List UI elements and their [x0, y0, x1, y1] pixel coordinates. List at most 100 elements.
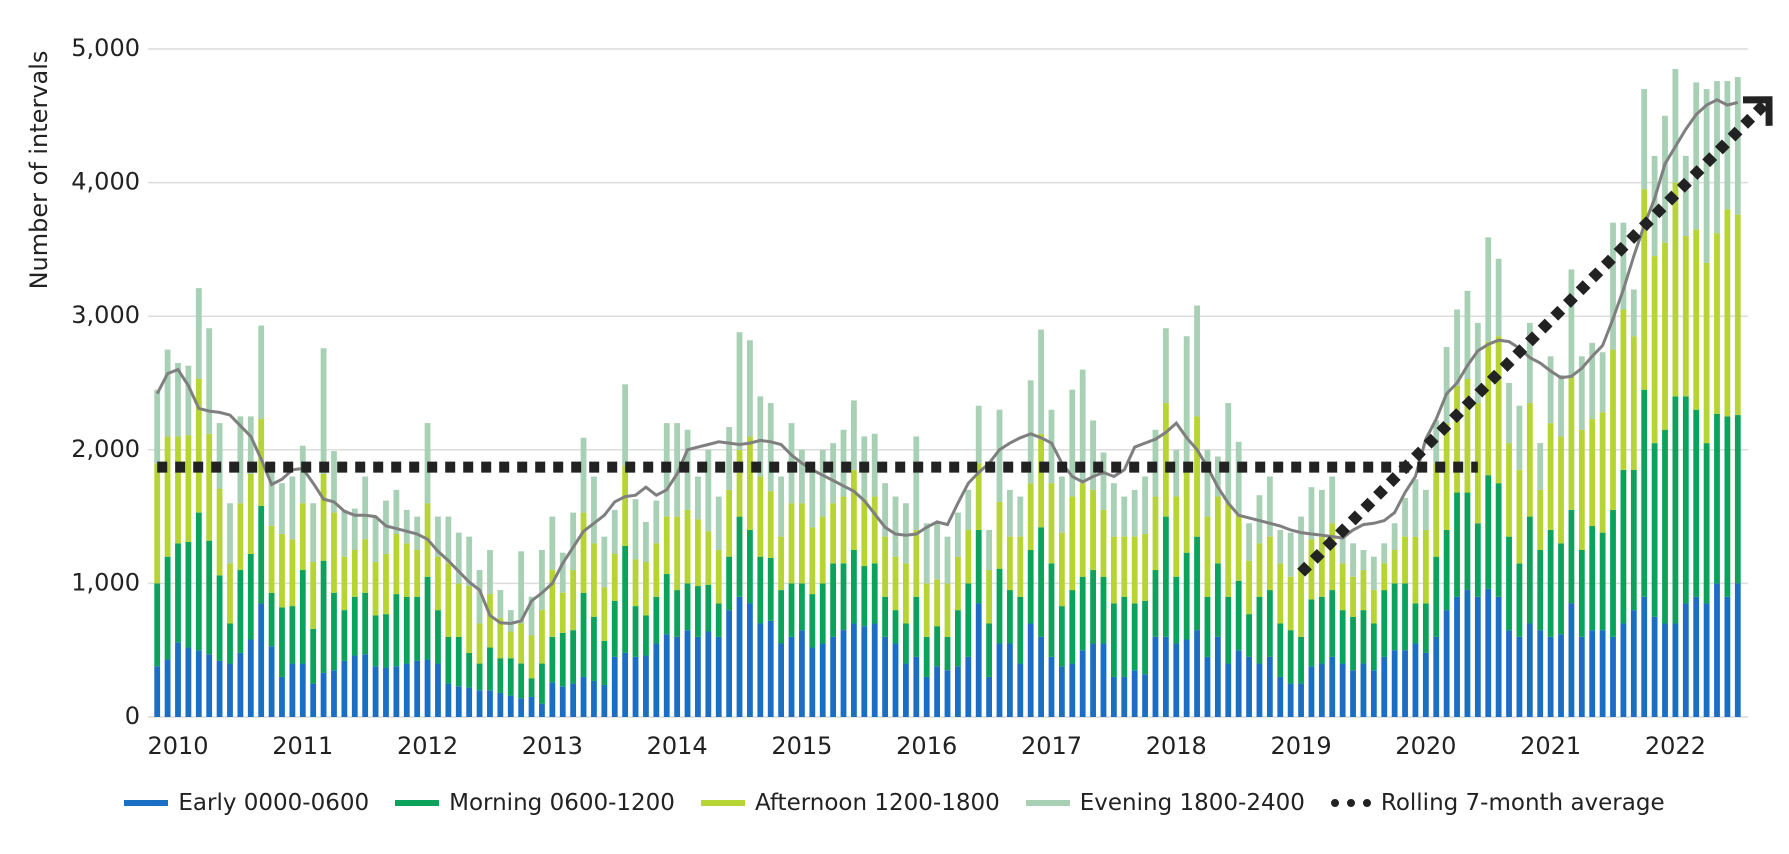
- bar-segment: [986, 529, 992, 571]
- bar-segment: [1038, 329, 1044, 434]
- bar-segment: [258, 505, 265, 604]
- bar-segment: [1391, 583, 1398, 651]
- bar-segment: [362, 476, 369, 540]
- bar-segment: [747, 603, 753, 717]
- bar-segment: [684, 509, 691, 584]
- bar-segment: [1329, 590, 1336, 657]
- bar-segment: [164, 659, 171, 717]
- bar-segment: [882, 596, 889, 637]
- bar-segment: [1620, 309, 1627, 470]
- bar-segment: [195, 512, 202, 651]
- bar-segment: [1225, 503, 1232, 597]
- bar-segment: [663, 574, 670, 635]
- bar-segment: [1048, 656, 1055, 717]
- bar-segment: [1287, 630, 1294, 684]
- bar-segment: [1391, 550, 1398, 584]
- bar-segment: [289, 476, 296, 540]
- bar-segment: [726, 427, 733, 490]
- bar-segment: [944, 583, 951, 637]
- bar-segment: [1589, 419, 1596, 526]
- bar-segment: [601, 587, 608, 641]
- bar-segment: [1350, 543, 1356, 577]
- bar-segment: [403, 663, 410, 717]
- bar-segment: [1058, 606, 1065, 667]
- x-tick-label: 2017: [1021, 732, 1082, 760]
- bar-segment: [559, 552, 566, 593]
- bar-segment: [1339, 610, 1346, 664]
- bars: [154, 69, 1741, 717]
- bar-segment: [1131, 536, 1138, 604]
- bar-segment: [695, 636, 701, 717]
- bar-segment: [1058, 666, 1065, 717]
- bar-segment: [580, 592, 587, 677]
- bar-segment: [247, 473, 254, 555]
- bar-segment: [913, 529, 920, 597]
- x-tick-label: 2013: [522, 732, 583, 760]
- bar-segment: [1558, 543, 1564, 635]
- bar-segment: [507, 610, 514, 632]
- bar-segment: [809, 463, 816, 528]
- bar-segment: [1516, 469, 1523, 564]
- bar-segment: [882, 536, 889, 597]
- bar-segment: [227, 503, 233, 564]
- bar-segment: [1173, 496, 1180, 577]
- bar-segment: [310, 503, 317, 563]
- bar-segment: [237, 652, 244, 717]
- bar-segment: [1568, 376, 1575, 510]
- trend-line: [1297, 95, 1773, 577]
- bar-segment: [185, 647, 192, 717]
- bar-segment: [757, 396, 764, 477]
- bar-segment: [1662, 242, 1668, 430]
- bar-segment: [1339, 563, 1346, 611]
- bar-segment: [736, 516, 743, 597]
- bar-segment: [1069, 663, 1076, 717]
- bar-segment: [705, 531, 712, 585]
- bar-segment: [1100, 643, 1107, 717]
- bar-segment: [892, 496, 899, 557]
- bar-segment: [830, 636, 837, 717]
- bar-segment: [1100, 509, 1107, 577]
- bar-segment: [351, 508, 358, 550]
- bar-segment: [1734, 77, 1741, 215]
- bar-segment: [497, 618, 504, 659]
- bar-segment: [892, 556, 899, 611]
- bar-segment: [1464, 492, 1471, 591]
- bar-segment: [1277, 676, 1284, 717]
- bar-segment: [1090, 420, 1096, 490]
- x-tick-label: 2021: [1520, 732, 1581, 760]
- bar-segment: [1194, 630, 1200, 717]
- bar-segment: [1038, 636, 1044, 717]
- bar-segment: [487, 594, 493, 648]
- bar-segment: [549, 636, 556, 683]
- bar-segment: [1433, 556, 1440, 637]
- bar-segment: [778, 590, 785, 644]
- bar-segment: [1547, 529, 1554, 637]
- bar-segment: [216, 488, 223, 576]
- bar-segment: [632, 559, 639, 607]
- bar-segment: [1235, 580, 1242, 651]
- bar-segment: [934, 579, 941, 627]
- bar-segment: [861, 626, 868, 717]
- bar-segment: [1131, 603, 1138, 671]
- legend-item: Evening 1800-2400: [1025, 790, 1305, 816]
- bar-segment: [799, 503, 805, 584]
- bar-segment: [1048, 409, 1055, 484]
- bar-segment: [1370, 590, 1377, 624]
- bar-segment: [975, 529, 982, 604]
- bar-segment: [351, 550, 358, 597]
- bar-segment: [1017, 536, 1024, 597]
- bar-segment: [726, 556, 733, 611]
- bar-segment: [1630, 610, 1637, 717]
- bar-segment: [1734, 583, 1741, 717]
- bar-segment: [1027, 550, 1034, 624]
- bar-segment: [1329, 656, 1336, 717]
- bar-segment: [1641, 596, 1648, 717]
- bar-segment: [435, 516, 441, 557]
- bar-segment: [1589, 342, 1596, 420]
- bar-segment: [1422, 652, 1429, 717]
- bar-segment: [1703, 443, 1710, 604]
- bar-segment: [622, 384, 629, 466]
- bar-segment: [944, 536, 951, 584]
- legend-label: Rolling 7-month average: [1380, 790, 1665, 816]
- bar-segment: [570, 570, 577, 631]
